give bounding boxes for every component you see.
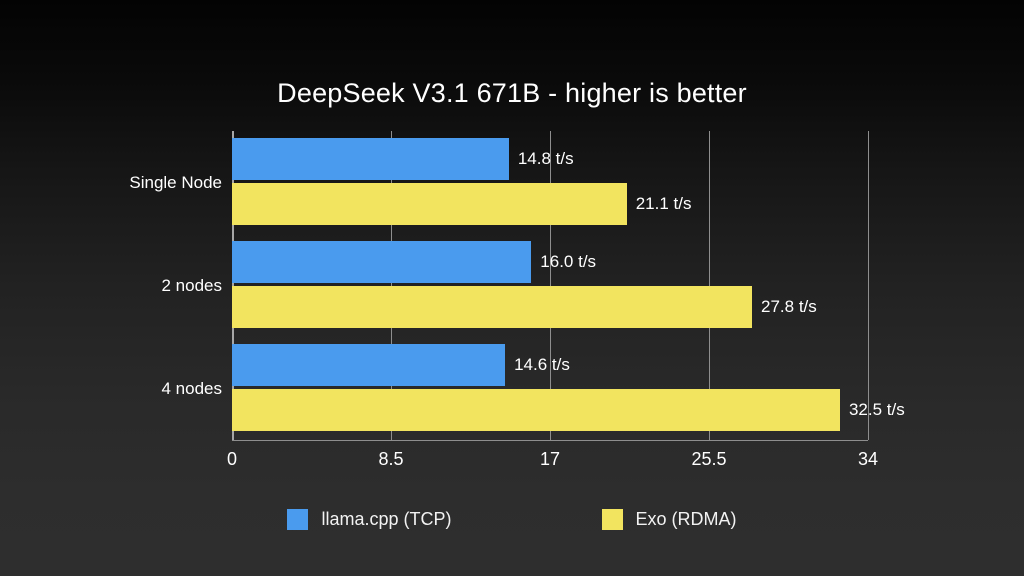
bar-llama-cpp[interactable] xyxy=(232,344,506,386)
bar-exo[interactable] xyxy=(232,183,627,225)
legend-swatch-icon xyxy=(601,508,623,530)
bar-exo[interactable] xyxy=(232,286,753,328)
legend-label: Exo (RDMA) xyxy=(635,508,737,529)
chart-legend: llama.cpp (TCP) Exo (RDMA) xyxy=(0,503,1024,535)
gridline xyxy=(868,131,869,440)
bar-group: 14.8 t/s 21.1 t/s xyxy=(232,131,868,234)
x-tick-label: 0 xyxy=(226,449,238,469)
bar-llama-cpp[interactable] xyxy=(232,241,532,283)
bar-exo[interactable] xyxy=(232,389,840,431)
legend-item[interactable]: llama.cpp (TCP) xyxy=(287,508,452,530)
bar-llama-cpp[interactable] xyxy=(232,138,509,180)
category-label: Single Node xyxy=(129,172,222,192)
bar-group: 14.6 t/s 32.5 t/s xyxy=(232,337,905,440)
x-axis-line xyxy=(232,440,868,441)
category-axis: Single Node 2 nodes 4 nodes xyxy=(0,131,222,440)
category-label: 2 nodes xyxy=(161,275,223,295)
legend-swatch-icon xyxy=(287,508,309,530)
bar-row: 14.6 t/s xyxy=(232,344,868,386)
bar-groups: 14.8 t/s 21.1 t/s 16.0 t/s 27.8 t/s 14.6 t/s… xyxy=(232,131,905,440)
legend-label: llama.cpp (TCP) xyxy=(321,508,452,529)
category-label: 4 nodes xyxy=(161,378,223,398)
plot-area: 14.8 t/s 21.1 t/s 16.0 t/s 27.8 t/s 14.6 t/s… xyxy=(232,131,905,441)
bar-value-label: 21.1 t/s xyxy=(635,194,692,213)
bar-value-label: 14.8 t/s xyxy=(517,149,574,168)
chart-title: DeepSeek V3.1 671B - higher is better xyxy=(277,78,747,108)
bar-row: 16.0 t/s xyxy=(232,241,868,283)
x-tick-label: 25.5 xyxy=(691,449,727,469)
legend-item[interactable]: Exo (RDMA) xyxy=(601,508,737,530)
bar-value-label: 16.0 t/s xyxy=(540,252,597,271)
bar-row: 32.5 t/s xyxy=(232,389,905,431)
bar-row: 14.8 t/s xyxy=(232,138,868,180)
x-axis-ticks: 0 8.5 17 25.5 34 xyxy=(227,449,878,475)
x-tick-label: 17 xyxy=(539,449,561,469)
bar-row: 27.8 t/s xyxy=(232,286,868,328)
bar-value-label: 14.6 t/s xyxy=(514,355,570,374)
bar-group: 16.0 t/s 27.8 t/s xyxy=(232,234,868,337)
bar-value-label: 32.5 t/s xyxy=(848,400,905,419)
bar-row: 21.1 t/s xyxy=(232,183,868,225)
x-tick-label: 8.5 xyxy=(378,449,404,469)
bar-value-label: 27.8 t/s xyxy=(761,297,817,316)
x-tick-label: 34 xyxy=(857,449,879,469)
